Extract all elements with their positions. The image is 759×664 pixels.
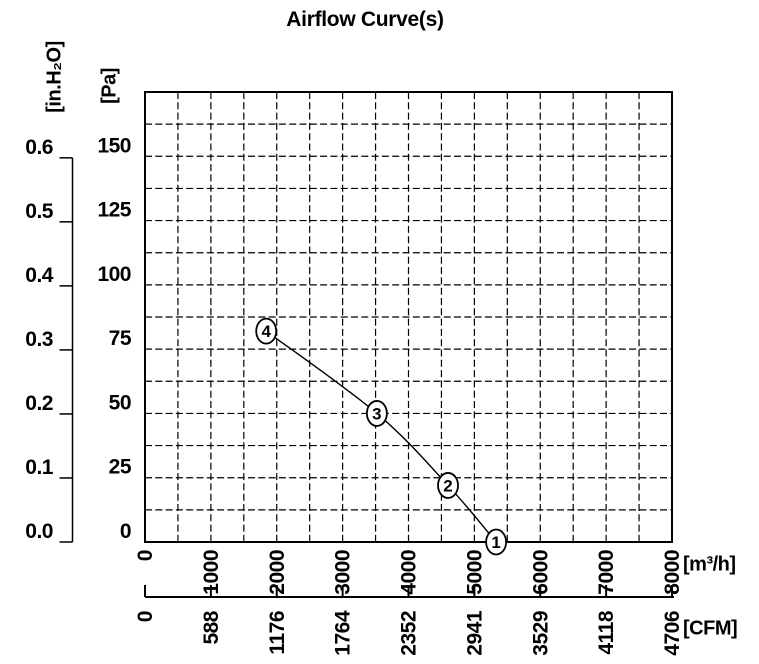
y-tick-label-inh2o: 0.2	[25, 392, 53, 415]
y-tick-label-pa: 125	[97, 199, 131, 222]
curve-point-marker: 2	[437, 472, 459, 499]
curve-point-marker: 1	[485, 528, 508, 556]
airflow-curve	[265, 330, 497, 543]
x-axis-secondary-scale: 0 588 1176 1764 2352 2941 3529 4118 4706	[134, 585, 684, 656]
y-tick-label-pa: 25	[109, 456, 132, 479]
x-axis-primary-labels: 0 1000 2000 3000 4000 5000 6000 7000 8000	[134, 550, 684, 595]
curve-point-number: 2	[443, 476, 452, 495]
curve-point-circle	[485, 528, 508, 556]
x-tick-label-m3h: 3000	[332, 550, 355, 595]
curve-point-number: 3	[372, 404, 381, 423]
curve-point-number: 1	[491, 533, 500, 552]
y-axis-primary-labels: 150 125 100 75 50 25 0	[97, 134, 132, 543]
x-tick-label-m3h: 6000	[529, 550, 552, 595]
x-tick-label-m3h: 7000	[595, 550, 618, 595]
x-tick-label-cfm: 4706	[661, 611, 684, 656]
x-tick-label-cfm: 1764	[332, 610, 355, 656]
x-axis-primary-unit-label: [m³/h]	[683, 553, 736, 576]
x-tick-label-cfm: 4118	[595, 610, 618, 654]
curve-point-marker: 4	[255, 317, 278, 345]
x-tick-label-m3h: 0	[134, 550, 157, 561]
plot-border	[144, 91, 673, 543]
y-tick-label-inh2o: 0.1	[25, 456, 54, 479]
curve-point-circle	[365, 400, 388, 427]
curve-point-number: 4	[261, 322, 271, 341]
curve-point-circle	[255, 317, 278, 345]
x-tick-label-m3h: 1000	[200, 550, 223, 595]
y-tick-label-inh2o: 0.3	[25, 328, 53, 351]
x-tick-label-cfm: 2352	[398, 611, 421, 656]
x-axis-secondary-unit-label: [CFM]	[683, 617, 738, 640]
curve-point-circle	[437, 472, 459, 499]
y-tick-label-inh2o: 0.5	[25, 200, 54, 223]
x-tick-label-m3h: 5000	[463, 550, 486, 595]
x-tick-label-m3h: 2000	[266, 550, 289, 595]
y-axis-secondary-scale: 0.6 0.5 0.4 0.3 0.2 0.1 0.0	[25, 136, 74, 543]
curve-point-marker: 3	[365, 400, 388, 427]
x-tick-label-cfm: 0	[134, 611, 157, 622]
y-tick-label-pa: 75	[109, 327, 132, 350]
x-tick-label-cfm: 1176	[266, 611, 289, 655]
y-tick-label-pa: 150	[97, 134, 131, 157]
y-tick-label-inh2o: 0.4	[25, 264, 54, 287]
x-tick-label-cfm: 3529	[529, 611, 552, 656]
y-tick-label-pa: 100	[97, 263, 131, 286]
grid	[145, 92, 672, 542]
x-tick-label-m3h: 4000	[398, 550, 421, 595]
chart-title: Airflow Curve(s)	[286, 8, 444, 31]
x-tick-label-cfm: 2941	[463, 610, 486, 656]
x-tick-label-cfm: 588	[200, 610, 223, 644]
y-tick-label-inh2o: 0.0	[25, 520, 53, 543]
y-tick-label-pa: 50	[109, 391, 131, 414]
x-tick-label-m3h: 8000	[661, 550, 684, 595]
y-tick-label-inh2o: 0.6	[25, 136, 53, 159]
y-tick-label-pa: 0	[120, 520, 131, 543]
